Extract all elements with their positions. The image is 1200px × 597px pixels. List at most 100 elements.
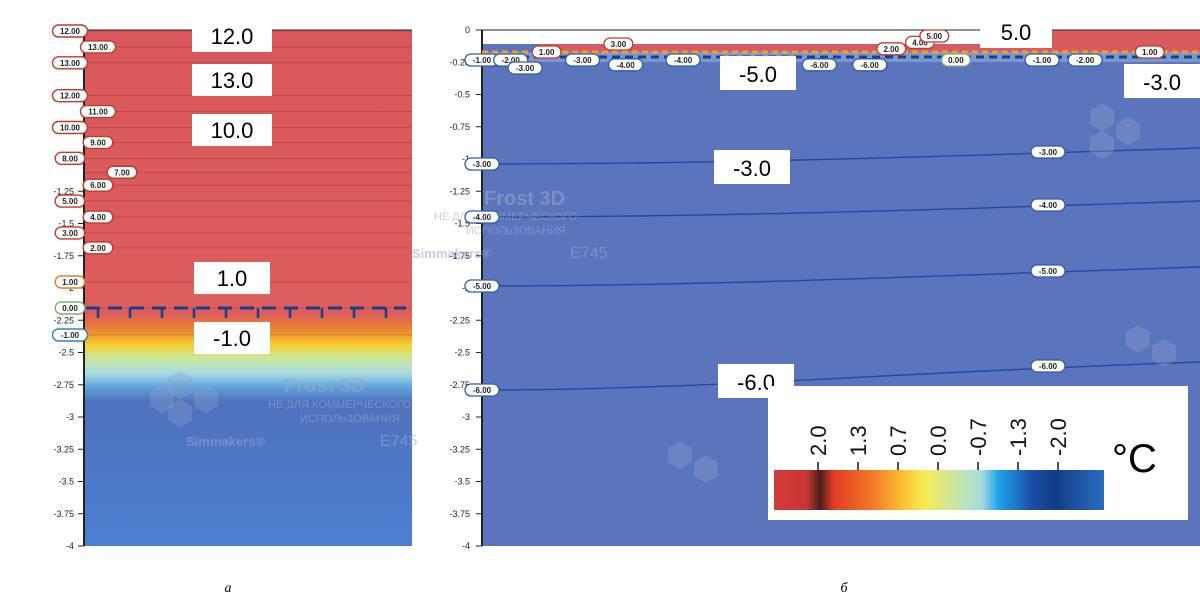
annotation-box [194,262,270,294]
watermark-line2: ИСПОЛЬЗОВАНИЯ [466,225,566,237]
contour-label: 1.00 [539,48,555,57]
contour-label: 12.00 [60,27,81,36]
y-tick-label: -3 [66,412,74,422]
contour-pill [1030,198,1066,212]
contour-pill [1030,264,1066,278]
panel-a-caption: а [225,581,232,596]
contour-pill [665,53,701,67]
watermark-line1: НЕ ДЛЯ КОММЕРЧЕСКОГО [268,399,412,411]
y-tick-label: -0.5 [454,90,470,100]
contour-pill [940,53,971,67]
contour-label: 2.00 [90,244,106,253]
y-tick-label: -0.75 [449,122,470,132]
contour-pill [54,151,86,166]
watermark-hex-icon [150,385,174,413]
contour-label: -3.00 [573,56,592,65]
panel-a: 0-0.25-0.5-0.75-1-1.25-1.5-1.75-2-2.25-2… [51,20,417,596]
contour-pill [106,165,138,179]
colorbar-unit: °C [1112,437,1157,481]
contour-pill [82,210,114,224]
watermark-line1: НЕ ДЛЯ КОММЕРЧЕСКОГО [434,211,578,223]
watermark-hex-icon [194,385,218,413]
annotation-box [1124,64,1200,98]
annotation-box [192,64,272,96]
contour-label: -3.00 [473,160,492,169]
panel-b-isolines [481,147,1200,391]
contour-label: 1.00 [1142,48,1158,57]
watermark-hex-icon [694,455,718,483]
annotation-minus-5: -5.0 [739,62,777,87]
contour-label: -6.00 [861,61,880,70]
watermark-hex-icon [668,441,692,469]
contour-pill [876,42,907,56]
contour-pill [82,135,114,150]
panel-b-warm-right [1030,30,1200,52]
watermark-brand: Simmakers® [186,434,265,449]
contour-pill [1030,359,1066,373]
contour-pill [54,226,86,240]
y-tick-label: -1.75 [449,251,470,261]
annotation-5: 5.0 [1001,20,1032,45]
panel-b-annotations: 5.0 -5.0 -3.0 -3.0 -6.0 [714,14,1200,398]
contour-pill [1030,145,1066,159]
contour-pill [82,241,114,255]
panel-a-annotations: 12.0 13.0 10.0 1.0 -1.0 [192,20,272,354]
contour-label: -6.00 [810,61,829,70]
y-tick-label: -1.5 [58,219,74,229]
y-tick-label: -3.25 [449,444,470,454]
watermark-title: Frost 3D [484,188,565,210]
contour-pill [54,301,86,315]
annotation-minus-1: -1.0 [213,326,251,351]
contour-pill [1024,53,1060,67]
annotation-box [720,56,796,90]
watermark-hex-icon [1152,339,1176,367]
isoline [481,147,1200,165]
contour-label: 1.00 [62,278,78,287]
colorbar-tick-label: 0.7 [886,425,911,456]
y-tick-label: -1.75 [53,251,74,261]
y-tick-label: -2.5 [58,348,74,358]
annotation-box [192,114,272,146]
contour-label: 10.00 [60,123,81,132]
contour-label: -4.00 [473,213,492,222]
contour-label: -5.00 [1039,267,1058,276]
annotation-12: 12.0 [211,24,254,49]
y-tick-label: -1 [462,154,470,164]
contour-label: 12.00 [60,92,81,101]
contour-label: 13.00 [60,59,81,68]
isoline [481,361,1200,391]
contour-pill [464,279,500,293]
contour-label: 5.00 [927,32,943,41]
y-tick-label: -3.25 [53,444,74,454]
contour-label: -1.00 [473,56,492,65]
colorbar-tick-label: -2.0 [1046,418,1071,456]
contour-label: -3.00 [516,64,535,73]
contour-pill [54,275,86,289]
contour-pill [54,194,86,208]
contour-pill [51,88,89,103]
annotation-minus-3-right: -3.0 [1143,70,1181,95]
contour-label: 13.00 [88,43,109,52]
contour-label: 3.00 [62,229,78,238]
annotation-10: 10.0 [211,118,254,143]
contour-pill [464,157,500,171]
contour-pill [603,37,634,51]
contour-pill [79,104,117,119]
annotation-1: 1.0 [217,266,248,291]
annotation-box [980,14,1052,48]
panel-b-contour-labels: -3.00 -3.00 -4.00 -4.00 -5.00 -5.00 -6.00 -6.00… [464,29,1165,397]
y-tick-label: -1.25 [53,186,74,196]
contour-pill [82,178,114,192]
contour-label: -6.00 [1039,362,1058,371]
contour-pill [51,328,89,342]
panel-b: 0-0.25-0.5-0.75-1-1.25-1.5-1.75-2-2.25-2… [412,14,1200,596]
isoline [481,266,1200,287]
watermark-hex-icon [168,371,192,399]
contour-pill [607,58,644,72]
y-tick-label: -2.75 [53,380,74,390]
watermark-hex-icon [1126,325,1150,353]
panel-b-caption: б [840,581,848,596]
panel-a-contour-labels: 12.00 13.00 13.00 12.00 11.00 10.00 9.00 8.00 7.… [51,24,138,342]
panel-a-frost-front [86,306,406,318]
contour-label: 3.00 [611,40,627,49]
